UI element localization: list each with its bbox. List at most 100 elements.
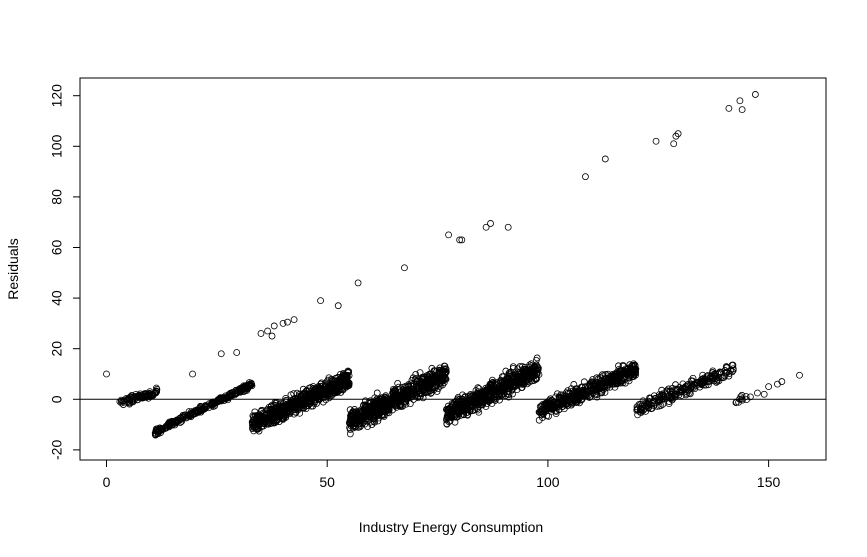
data-point (617, 379, 625, 387)
data-point (796, 371, 803, 379)
x-tick-label: 150 (757, 474, 781, 490)
data-point (322, 387, 330, 395)
data-point (458, 236, 466, 244)
data-point (579, 383, 587, 391)
data-point (515, 371, 523, 378)
data-point (399, 391, 407, 399)
y-tick-label: 0 (49, 395, 65, 403)
data-point (502, 380, 510, 387)
data-point (314, 383, 322, 391)
data-point (392, 390, 400, 398)
data-point (144, 391, 152, 399)
data-point (235, 387, 242, 395)
data-point (279, 414, 287, 422)
data-point (498, 384, 506, 392)
data-point (251, 421, 259, 429)
data-point (344, 369, 352, 377)
data-point (600, 386, 607, 393)
data-point (712, 378, 720, 386)
data-point (359, 409, 366, 417)
data-point (374, 417, 382, 425)
data-point (487, 381, 495, 389)
data-point (569, 398, 577, 406)
data-point (296, 390, 303, 398)
data-point (453, 406, 461, 414)
data-point (186, 412, 194, 420)
data-point (284, 401, 292, 409)
data-point (424, 381, 432, 389)
data-point (323, 378, 331, 386)
data-point (707, 373, 715, 380)
data-point (482, 223, 490, 231)
data-point (334, 383, 341, 391)
y-axis-title: Residuals (5, 238, 21, 299)
data-point (560, 405, 568, 413)
data-point (586, 379, 594, 387)
data-point (256, 420, 264, 428)
data-point (383, 405, 391, 413)
data-point (431, 367, 439, 375)
data-point (671, 393, 679, 401)
data-point (509, 364, 517, 372)
data-point (199, 405, 207, 412)
data-point (510, 371, 517, 379)
data-point (609, 372, 616, 380)
data-point (593, 378, 601, 386)
data-point (399, 402, 406, 410)
data-point (244, 385, 252, 393)
data-point (630, 360, 638, 368)
data-point (582, 173, 589, 181)
data-point (442, 365, 450, 373)
data-point (252, 417, 260, 425)
data-point (439, 381, 446, 389)
data-point (468, 401, 476, 409)
data-point (362, 401, 370, 409)
x-tick-label: 0 (103, 474, 111, 490)
data-point (211, 399, 219, 407)
data-point (659, 391, 667, 399)
data-point (298, 399, 305, 407)
data-point (637, 406, 645, 414)
data-point (323, 390, 331, 398)
data-point (334, 302, 342, 310)
data-point (442, 368, 450, 376)
data-point (716, 369, 724, 376)
data-point (260, 420, 268, 428)
data-point (631, 367, 639, 375)
data-point (189, 370, 196, 378)
data-point (257, 330, 265, 337)
data-point (270, 322, 278, 330)
data-point (399, 383, 407, 391)
data-point (604, 372, 611, 380)
data-point (138, 394, 146, 402)
x-axis-title: Industry Energy Consumption (359, 519, 543, 535)
data-point (509, 363, 517, 371)
data-point (725, 104, 733, 112)
data-point (133, 396, 141, 404)
x-axis: 0 50 100 150 (103, 459, 781, 490)
data-point (441, 375, 448, 383)
data-point (386, 396, 394, 404)
data-point (569, 395, 576, 403)
data-point (760, 390, 768, 398)
data-point (459, 391, 466, 399)
y-tick-label: 20 (49, 341, 65, 357)
data-point (497, 392, 505, 400)
data-point (345, 379, 353, 387)
data-point (430, 375, 438, 383)
data-point (376, 409, 384, 417)
data-point (275, 410, 283, 418)
data-point (361, 420, 369, 428)
data-point (501, 384, 509, 392)
data-point (621, 379, 629, 387)
data-point (232, 387, 240, 394)
data-point (423, 372, 430, 380)
data-point (412, 371, 420, 378)
data-point (666, 394, 674, 402)
data-point (352, 422, 360, 430)
data-point (502, 392, 509, 399)
data-point (738, 106, 746, 114)
data-point (346, 430, 354, 438)
data-point (598, 371, 606, 379)
data-point (340, 382, 348, 390)
